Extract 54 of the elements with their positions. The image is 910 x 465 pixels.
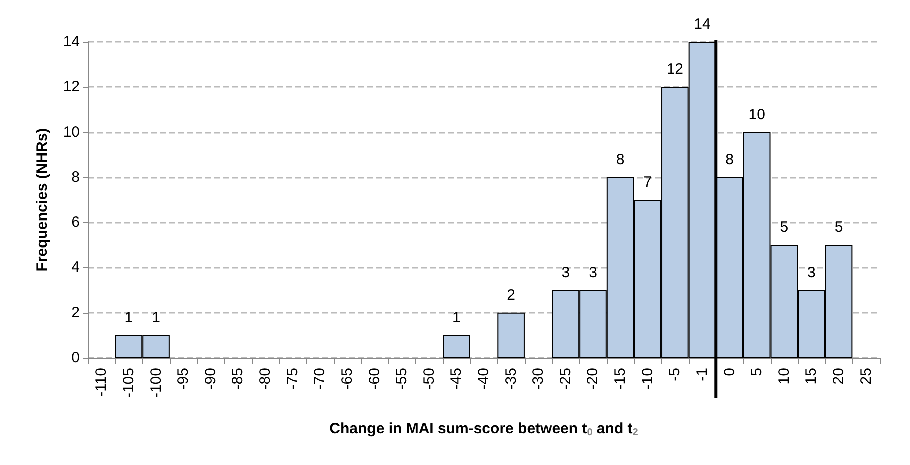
x-tick-label: -35 xyxy=(502,368,520,390)
data-label: 3 xyxy=(562,264,570,282)
y-tick-label: 6 xyxy=(72,214,80,232)
y-tick-label: 8 xyxy=(72,168,80,186)
x-tick-label: 25 xyxy=(858,368,875,385)
data-label: 12 xyxy=(666,61,684,78)
data-label: 2 xyxy=(507,286,516,304)
x-tick-label: 15 xyxy=(803,368,820,385)
x-tick-label: -50 xyxy=(420,368,438,390)
x-tick-label: -90 xyxy=(202,368,220,390)
data-label: 8 xyxy=(726,151,734,168)
x-tick-label: -20 xyxy=(584,368,602,390)
x-tick-label: -60 xyxy=(366,368,384,390)
x-tick-label: -80 xyxy=(257,368,274,390)
data-label: 7 xyxy=(644,174,652,191)
data-label: 8 xyxy=(616,151,625,168)
x-tick-label: -25 xyxy=(557,368,574,390)
data-label: 1 xyxy=(452,309,461,326)
x-tick-label: -5 xyxy=(666,368,684,382)
data-label: 5 xyxy=(834,219,844,236)
x-tick-label: -45 xyxy=(448,368,466,390)
data-label: 14 xyxy=(694,16,711,33)
x-tick-label: -75 xyxy=(284,368,302,390)
x-tick-label: -55 xyxy=(394,368,411,390)
x-tick-label: -95 xyxy=(175,368,192,390)
y-tick-label: 12 xyxy=(63,78,80,96)
x-tick-label: 0 xyxy=(721,368,738,376)
bar xyxy=(443,335,470,358)
data-label: 3 xyxy=(589,264,598,282)
x-tick-label: -65 xyxy=(338,368,356,390)
data-label: 1 xyxy=(152,309,160,326)
x-tick-label: -105 xyxy=(120,368,138,398)
x-tick-label: 5 xyxy=(748,368,766,376)
y-tick-label: 14 xyxy=(63,34,80,50)
x-tick-label: -40 xyxy=(476,368,492,390)
x-tick-label: 10 xyxy=(776,368,793,385)
x-tick-label: -1 xyxy=(694,368,711,382)
bar xyxy=(498,312,525,358)
data-label: 5 xyxy=(780,219,789,236)
x-tick-label: -10 xyxy=(639,368,656,390)
data-label: 10 xyxy=(748,106,766,124)
data-label: 3 xyxy=(808,264,816,282)
y-axis-title: Frequencies (NHRs) xyxy=(34,128,51,272)
x-tick-label: -70 xyxy=(312,368,329,390)
y-tick-label: 4 xyxy=(72,259,80,276)
y-tick-label: 2 xyxy=(72,304,80,322)
x-tick-label: -100 xyxy=(148,368,165,398)
data-label: 1 xyxy=(124,309,134,326)
y-tick-label: 10 xyxy=(63,124,80,141)
x-tick-label: 20 xyxy=(830,368,848,385)
x-tick-label: -30 xyxy=(530,368,548,390)
x-tick-label: -15 xyxy=(612,368,630,390)
x-tick-label: -110 xyxy=(93,368,110,397)
x-tick-label: -85 xyxy=(230,368,247,390)
